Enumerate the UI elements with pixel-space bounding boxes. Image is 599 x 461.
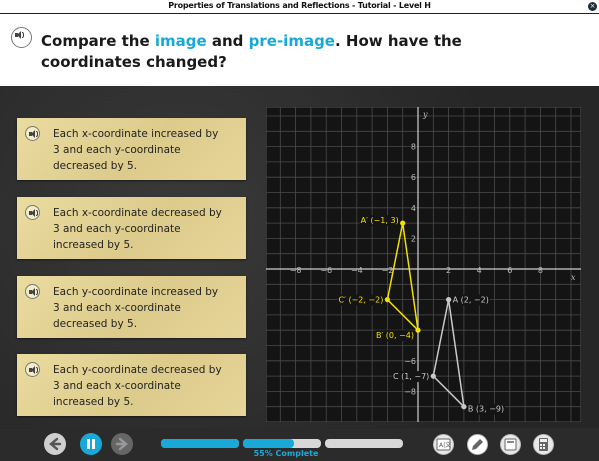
grid-lines: [266, 107, 581, 422]
back-button[interactable]: [44, 433, 66, 455]
tick-labels: −8 −6 −4 −2 2 4 6 8 8 6 4 2 −6 −8 x y: [290, 110, 576, 396]
answer-text: Each y-coordinate decreased by 3 and each…: [53, 364, 222, 408]
next-button[interactable]: [111, 433, 133, 455]
question-text: Compare the image and pre-image. How hav…: [41, 31, 581, 73]
calculator-icon: [539, 438, 548, 451]
arrow-right-icon: [115, 437, 128, 451]
x-tick-label: 8: [538, 266, 543, 275]
speaker-icon[interactable]: [25, 284, 40, 299]
glossary-button[interactable]: [500, 434, 521, 455]
close-icon[interactable]: ×: [588, 2, 597, 11]
pre-image-triangle-vertex: [461, 404, 467, 410]
pre-image-triangle-vertex: [430, 373, 436, 379]
y-tick-label: 2: [411, 234, 416, 243]
speaker-icon[interactable]: [25, 205, 40, 220]
pre-image-triangle: [432, 299, 465, 409]
answer-choice-4[interactable]: Each y-coordinate decreased by 3 and each…: [17, 354, 246, 416]
x-tick-label: −4: [351, 266, 363, 275]
title-bar: Properties of Translations and Reflectio…: [0, 0, 599, 14]
axes: [266, 107, 581, 422]
answer-text: Each y-coordinate increased by 3 and each…: [53, 286, 219, 330]
translate-icon: A|文: [436, 438, 451, 451]
pause-button[interactable]: [80, 433, 102, 455]
question-line2: coordinates changed?: [41, 53, 227, 71]
point-label: B′ (0, −4): [376, 331, 414, 340]
y-tick-label: −6: [404, 357, 416, 366]
y-tick-label: −8: [404, 387, 416, 396]
pre-image-triangle-vertex: [446, 297, 452, 303]
question-header: Compare the image and pre-image. How hav…: [0, 14, 599, 86]
y-tick-label: 8: [411, 143, 416, 152]
pencil-button[interactable]: [467, 434, 488, 455]
image-triangle: [386, 222, 420, 333]
speaker-icon[interactable]: [25, 362, 40, 377]
answer-text: Each x-coordinate decreased by 3 and each…: [53, 207, 222, 251]
y-tick-label: 4: [411, 204, 416, 213]
progress-segment: [325, 439, 403, 448]
x-tick-label: −2: [382, 266, 394, 275]
glossary-icon: [504, 438, 517, 451]
x-tick-label: −6: [320, 266, 332, 275]
x-tick-label: −8: [290, 266, 302, 275]
point-label: C′ (−2, −2): [339, 296, 384, 305]
triangles: [384, 220, 467, 410]
x-tick-label: 2: [446, 266, 451, 275]
speaker-icon[interactable]: [25, 126, 40, 141]
x-tick-label: 6: [507, 266, 512, 275]
answer-text: Each x-coordinate increased by 3 and each…: [53, 128, 219, 172]
progress-bar: [161, 439, 403, 448]
calculator-button[interactable]: [533, 434, 554, 455]
y-tick-label: 6: [411, 173, 416, 182]
x-tick-label: 4: [477, 266, 482, 275]
image-triangle-vertex: [384, 297, 390, 303]
answer-choice-1[interactable]: Each x-coordinate increased by 3 and each…: [17, 118, 246, 180]
translate-button[interactable]: A|文: [433, 434, 454, 455]
image-triangle-vertex: [400, 220, 406, 226]
pause-icon: [87, 439, 95, 449]
point-label: A (2, −2): [453, 296, 489, 305]
speaker-icon[interactable]: [11, 27, 32, 48]
arrow-left-icon: [49, 437, 62, 451]
svg-text:A|文: A|文: [439, 441, 451, 449]
y-axis-label: y: [422, 110, 428, 119]
question-part2: and: [206, 32, 249, 50]
progress-fill: [161, 439, 239, 448]
question-part1: Compare the: [41, 32, 155, 50]
answer-choice-3[interactable]: Each y-coordinate increased by 3 and each…: [17, 276, 246, 338]
question-preimage-word: pre-image: [248, 32, 335, 50]
point-label: A′ (−1, 3): [361, 216, 399, 225]
window-title: Properties of Translations and Reflectio…: [168, 1, 431, 10]
question-image-word: image: [154, 32, 207, 50]
point-labels: A′ (−1, 3) C′ (−2, −2) B′ (0, −4) A (2, −2)…: [337, 215, 506, 415]
x-axis-label: x: [571, 273, 576, 282]
progress-fill: [243, 439, 295, 448]
progress-text: 55% Complete: [253, 449, 319, 458]
answer-choice-2[interactable]: Each x-coordinate decreased by 3 and each…: [17, 197, 246, 259]
point-label: C (1, −7): [393, 372, 429, 381]
pencil-icon: [472, 439, 483, 450]
point-label: B (3, −9): [468, 405, 504, 414]
question-part3: . How have the: [334, 32, 462, 50]
coordinate-grid: −8 −6 −4 −2 2 4 6 8 8 6 4 2 −6 −8 x y A′ (−1, 3) C′ (−2,…: [266, 107, 581, 422]
image-triangle-vertex: [415, 327, 421, 333]
